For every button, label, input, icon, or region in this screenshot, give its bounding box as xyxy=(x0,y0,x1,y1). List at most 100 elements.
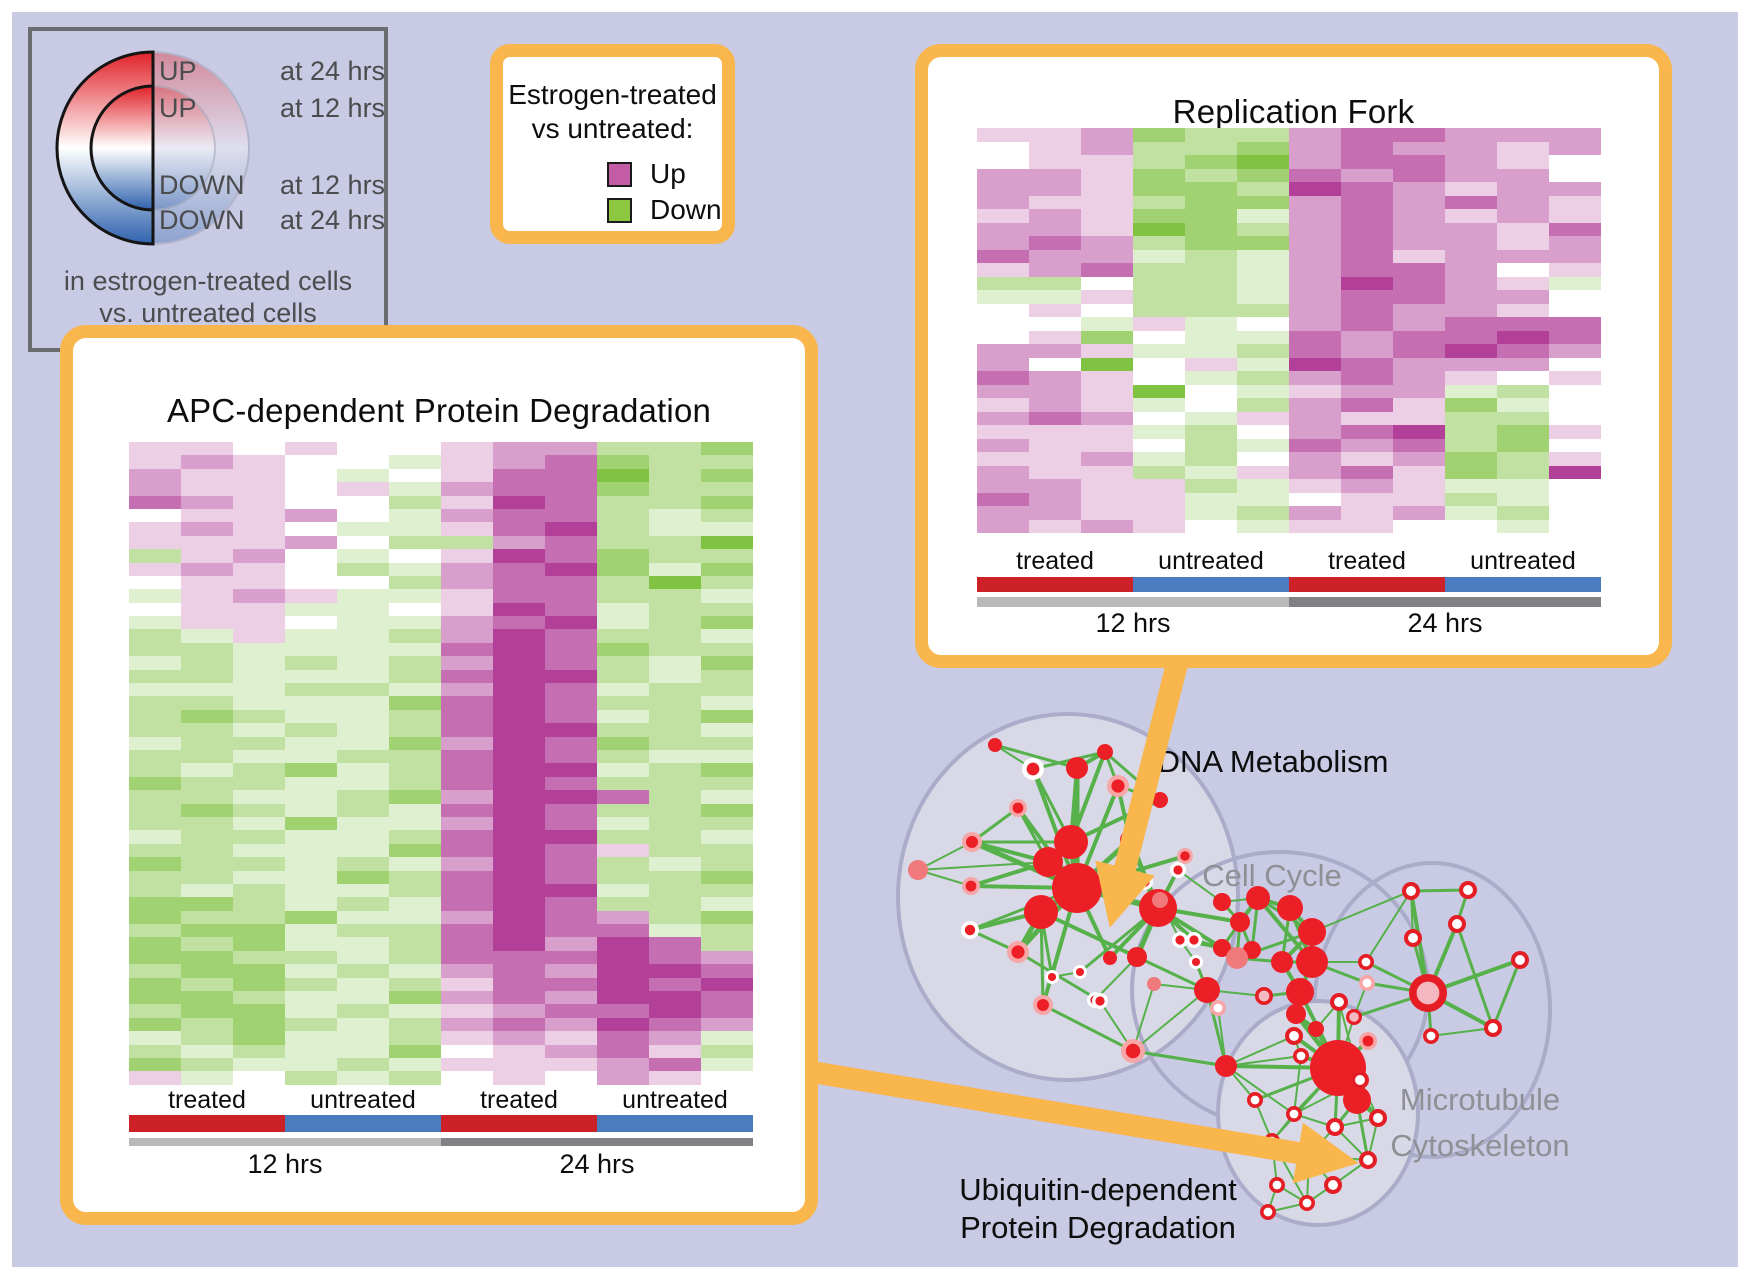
network-node xyxy=(1343,1086,1371,1114)
heatmap-cell xyxy=(493,495,545,509)
heatmap-cell xyxy=(337,468,389,483)
heatmap-cell xyxy=(1081,209,1133,223)
heatmap-cell xyxy=(1445,290,1497,304)
heatmap-cell xyxy=(977,411,1029,425)
heatmap-cell xyxy=(1289,155,1341,169)
heatmap-cell xyxy=(701,897,753,911)
down-color-swatch xyxy=(607,198,632,223)
heatmap-cell xyxy=(597,857,649,871)
heatmap-cell xyxy=(597,910,649,925)
heatmap-cell xyxy=(597,709,649,724)
heatmap-cell xyxy=(1081,263,1133,277)
heatmap-cell xyxy=(1133,344,1185,358)
heatmap-cell xyxy=(1237,236,1289,250)
heatmap-cell xyxy=(1549,128,1601,142)
heatmap-cell xyxy=(701,468,753,483)
heatmap-cell xyxy=(1237,263,1289,277)
heatmap-cell xyxy=(285,1071,337,1085)
heatmap-cell xyxy=(1237,249,1289,263)
heatmap-cell xyxy=(389,883,441,898)
heatmap-cell xyxy=(129,910,181,925)
heatmap-cell xyxy=(701,495,753,509)
heatmap-cell xyxy=(233,629,285,643)
network-label: DNA Metabolism xyxy=(1157,744,1389,779)
heatmap-cell xyxy=(493,535,545,550)
heatmap-cell xyxy=(701,843,753,858)
ring-legend-footer-1: in estrogen-treated cells xyxy=(63,266,353,296)
heatmap-cell xyxy=(1393,411,1445,425)
heatmap-cell xyxy=(181,910,233,925)
heatmap-cell xyxy=(1497,519,1549,533)
heatmap-cell xyxy=(1185,411,1237,425)
network-node xyxy=(1296,1051,1306,1061)
heatmap-cell xyxy=(1237,452,1289,466)
heatmap-cell xyxy=(649,549,701,563)
heatmap-cell xyxy=(181,950,233,965)
heatmap-cell xyxy=(233,455,285,469)
heatmap-cell xyxy=(441,629,493,643)
network-node xyxy=(1012,802,1024,814)
heatmap-cell xyxy=(1133,330,1185,344)
heatmap-cell xyxy=(493,857,545,871)
heatmap-cell xyxy=(1185,168,1237,182)
heatmap-cell xyxy=(597,977,649,992)
network-node xyxy=(1406,886,1416,896)
heatmap-cell xyxy=(337,616,389,630)
network-node xyxy=(1304,1151,1314,1161)
heatmap-cell xyxy=(1445,371,1497,385)
heatmap-cell xyxy=(493,482,545,496)
heatmap-cell xyxy=(977,236,1029,250)
heatmap-cell xyxy=(597,442,649,456)
heatmap-cell xyxy=(701,924,753,938)
heatmap-cell xyxy=(181,535,233,550)
heatmap-cell xyxy=(649,723,701,737)
heatmap-cell xyxy=(1445,519,1497,533)
heatmap-cell xyxy=(1237,303,1289,317)
heatmap-cell xyxy=(597,522,649,536)
heatmap-cell xyxy=(285,1004,337,1018)
heatmap-cell xyxy=(1341,519,1393,533)
heatmap-cell xyxy=(441,562,493,576)
heatmap-cell xyxy=(1497,155,1549,169)
heatmap-cell xyxy=(181,442,233,456)
heatmap-cell xyxy=(649,776,701,791)
heatmap-cell xyxy=(389,830,441,844)
heatmap-cell xyxy=(285,616,337,630)
network-node xyxy=(1272,1180,1282,1190)
heatmap-cell xyxy=(441,790,493,804)
heatmap-cell xyxy=(129,709,181,724)
heatmap-cell xyxy=(545,1057,597,1072)
heatmap-cell xyxy=(649,656,701,670)
heatmap-cell xyxy=(597,1044,649,1058)
heatmap-cell xyxy=(1549,411,1601,425)
heatmap-cell xyxy=(701,1057,753,1072)
heatmap-cell xyxy=(441,723,493,737)
network-label: Cytoskeleton xyxy=(1390,1128,1570,1163)
heatmap-cell xyxy=(1133,492,1185,506)
heatmap-cell xyxy=(1133,317,1185,331)
heatmap-cell xyxy=(1133,249,1185,263)
heatmap-cell xyxy=(597,589,649,603)
heatmap-cell xyxy=(1133,398,1185,412)
heatmap-cell xyxy=(389,776,441,791)
heatmap-replication-fork xyxy=(977,128,1601,533)
heatmap-cell xyxy=(977,222,1029,236)
heatmap-cell xyxy=(649,669,701,684)
heatmap-cell xyxy=(441,991,493,1005)
heatmap-cell xyxy=(649,870,701,884)
heatmap-cell xyxy=(1289,357,1341,371)
heatmap-cell xyxy=(337,857,389,871)
heatmap-cell xyxy=(1237,479,1289,493)
heatmap-cell xyxy=(1445,384,1497,398)
ring-legend-time-2: at 12 hrs xyxy=(280,170,386,200)
heatmap-cell xyxy=(129,549,181,563)
heatmap-cell xyxy=(1185,236,1237,250)
down-label: Down xyxy=(650,194,722,225)
heatmap-cell xyxy=(597,616,649,630)
heatmap-cell xyxy=(1497,479,1549,493)
heatmap-cell xyxy=(285,924,337,938)
heatmap-cell xyxy=(285,977,337,992)
heatmap-cell xyxy=(1289,222,1341,236)
heatmap-cell xyxy=(1081,398,1133,412)
condition-label: untreated xyxy=(310,1086,416,1114)
